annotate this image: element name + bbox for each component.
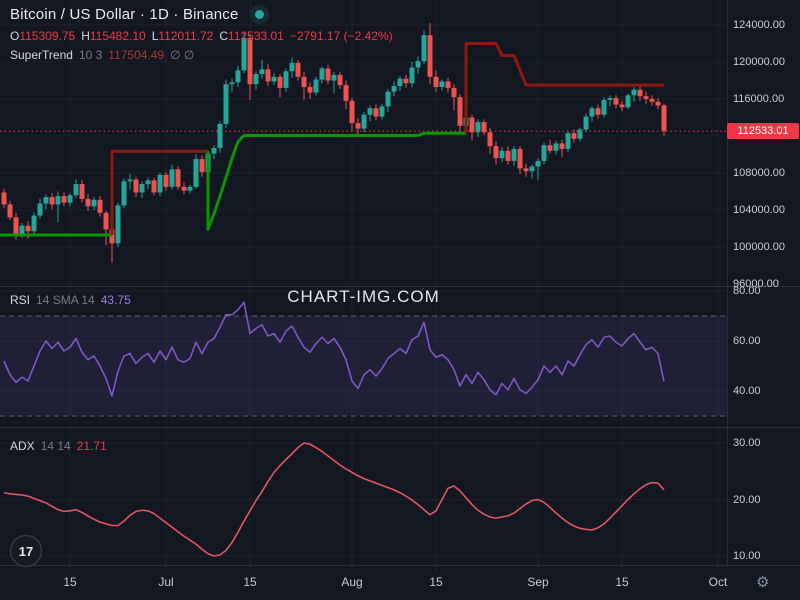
axis-tick-label: 15 xyxy=(243,575,257,589)
last-price-badge: 112533.01 xyxy=(727,123,799,139)
symbol-title-row[interactable]: Bitcoin / US Dollar · 1D · Binance xyxy=(10,6,393,23)
rsi-name[interactable]: RSI xyxy=(10,293,31,307)
high-value: 115482.10 xyxy=(89,29,146,43)
axis-tick-label: Jul xyxy=(158,575,174,589)
axis-tick-label: 108000.00 xyxy=(733,167,785,179)
axis-tick-label: 100000.00 xyxy=(733,241,785,253)
low-label: L xyxy=(151,29,159,43)
adx-params: 14 14 xyxy=(40,439,71,453)
time-axis[interactable] xyxy=(0,565,800,600)
low-value: 112011.72 xyxy=(158,29,214,43)
axis-tick-label: 116000.00 xyxy=(733,93,785,105)
axis-tick-label: 40.00 xyxy=(733,385,761,397)
close-value: 112533.01 xyxy=(228,29,284,43)
axis-tick-label: 15 xyxy=(615,575,629,589)
change-value: −2791.17 (−2.42%) xyxy=(289,29,393,43)
supertrend-value: 117504.49 xyxy=(108,48,165,62)
svg-text:17: 17 xyxy=(19,544,33,559)
axis-tick-label: 120000.00 xyxy=(733,56,785,68)
tradingview-logo-icon[interactable]: 17 xyxy=(9,534,43,568)
rsi-legend[interactable]: RSI 14 SMA 14 43.75 xyxy=(10,293,131,307)
ohlc-row: O115309.75 H115482.10 L112011.72 C112533… xyxy=(10,29,393,43)
supertrend-name[interactable]: SuperTrend xyxy=(10,48,73,62)
watermark: CHART-IMG.COM xyxy=(287,287,440,306)
axis-tick-label: 15 xyxy=(63,575,77,589)
settings-gear-icon[interactable]: ⚙ xyxy=(756,574,770,591)
axis-tick-label: 10.00 xyxy=(733,550,761,562)
adx-legend[interactable]: ADX 14 14 21.71 xyxy=(10,439,107,453)
axis-tick-label: 124000.00 xyxy=(733,19,785,31)
axis-tick-label: 96000.00 xyxy=(733,278,779,290)
main-legend: Bitcoin / US Dollar · 1D · Binance O1153… xyxy=(10,6,393,62)
supertrend-empty-values: ∅ ∅ xyxy=(170,48,195,62)
supertrend-params: 10 3 xyxy=(78,48,103,62)
open-value: 115309.75 xyxy=(19,29,76,43)
close-label: C xyxy=(219,29,229,43)
axis-tick-label: 30.00 xyxy=(733,437,761,449)
axis-tick-label: 15 xyxy=(429,575,443,589)
axis-tick-label: 60.00 xyxy=(733,335,761,347)
adx-value: 21.71 xyxy=(76,439,107,453)
axis-tick-label: 20.00 xyxy=(733,493,761,506)
market-status-dot-icon xyxy=(254,10,264,19)
high-label: H xyxy=(81,29,90,43)
axis-tick-label: 80.00 xyxy=(733,285,761,297)
axis-tick-label: Aug xyxy=(341,575,363,589)
axis-tick-label: 104000.00 xyxy=(733,204,785,216)
rsi-params: 14 SMA 14 xyxy=(36,293,95,307)
symbol-title[interactable]: Bitcoin / US Dollar · 1D · Binance xyxy=(10,6,239,23)
axis-tick-label: Sep xyxy=(527,575,549,589)
supertrend-legend[interactable]: SuperTrend 10 3 117504.49 ∅ ∅ xyxy=(10,48,393,62)
axis-tick-label: Oct xyxy=(708,575,728,589)
open-label: O xyxy=(10,29,20,43)
rsi-value: 43.75 xyxy=(100,293,131,307)
adx-name[interactable]: ADX xyxy=(10,439,35,453)
